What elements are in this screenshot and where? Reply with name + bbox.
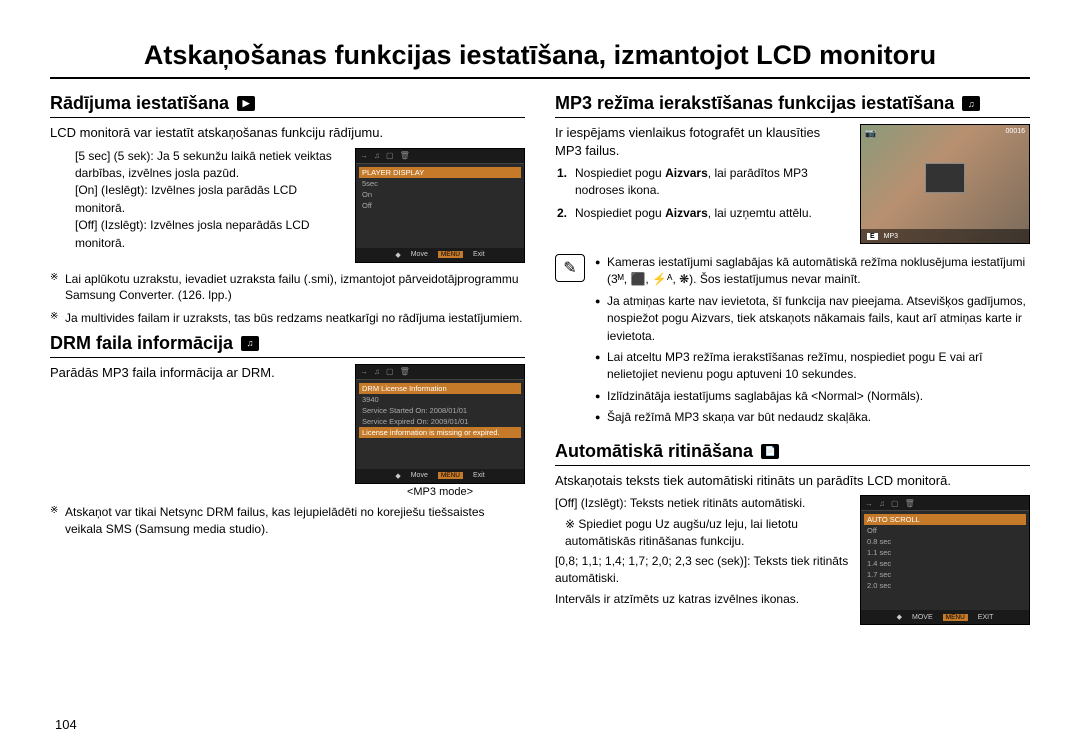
- display-note: Lai aplūkotu uzrakstu, ievadiet uzraksta…: [65, 271, 525, 305]
- lcd-move: MOVE: [912, 614, 933, 621]
- auto-row: [Off] (Izslēgt): Teksts netiek ritināts …: [555, 495, 850, 512]
- auto-row: Intervāls ir atzīmēts uz katras izvēlnes…: [555, 591, 850, 608]
- drm-note: Atskaņot var tikai Netsync DRM failus, k…: [65, 504, 525, 538]
- page-title: Atskaņošanas funkcijas iestatīšana, izma…: [50, 40, 1030, 79]
- setting-row: [Off] (Izslēgt): Izvēlnes josla neparādā…: [75, 217, 345, 252]
- lcd-row: 5sec: [362, 178, 518, 189]
- lcd-row: PLAYER DISPLAY: [359, 167, 521, 178]
- mp3rec-intro: Ir iespējams vienlaikus fotografēt un kl…: [555, 124, 848, 159]
- lcd-row: Off: [867, 525, 1023, 536]
- auto-row: ※ Spiediet pogu Uz augšu/uz leju, lai li…: [555, 516, 850, 550]
- lcd-row: 1.1 sec: [867, 547, 1023, 558]
- step-text: Nospiediet pogu: [575, 206, 665, 220]
- lcd-row: 2.0 sec: [867, 580, 1023, 591]
- step-text: Nospiediet pogu: [575, 166, 665, 180]
- music-icon: ♫: [241, 336, 259, 351]
- note-icon: ✎: [555, 254, 585, 282]
- section-display-label: Rādījuma iestatīšana: [50, 93, 229, 114]
- info-text: (3ᴹ, ⬛, ⚡ᴬ, ❋). Šos iestatījumus nevar m…: [607, 272, 861, 286]
- display-settings: [5 sec] (5 sek): Ja 5 sekunžu laikā neti…: [50, 148, 345, 263]
- info-bullet: Lai atceltu MP3 režīma ierakstīšanas rež…: [595, 349, 1030, 384]
- lcd-exit: Exit: [473, 472, 485, 479]
- lcd-row: AUTO SCROLL: [864, 514, 1026, 525]
- step-text: , lai uzņemtu attēlu.: [708, 206, 812, 220]
- step-bold: Aizvars: [665, 166, 708, 180]
- step-item: 2. Nospiediet pogu Aizvars, lai uzņemtu …: [575, 205, 848, 222]
- section-autoscroll-title: Automātiskā ritināšana 📄: [555, 441, 1030, 466]
- section-mp3rec-title: MP3 režīma ierakstīšanas funkcijas iesta…: [555, 93, 1030, 118]
- lcd-exit: Exit: [473, 251, 485, 258]
- lcd-menu: MENU: [438, 472, 463, 479]
- auto-row: [0,8; 1,1; 1,4; 1,7; 2,0; 2,3 sec (sek)]…: [555, 553, 850, 587]
- sample-photo: 📷 00016 E MP3: [860, 124, 1030, 244]
- info-bullet: Šajā režīmā MP3 skaņa var būt nedaudz sk…: [595, 409, 1030, 426]
- step-item: 1. Nospiediet pogu Aizvars, lai parādīto…: [575, 165, 848, 199]
- lcd-menu: MENU: [438, 251, 463, 258]
- right-column: MP3 režīma ierakstīšanas funkcijas iesta…: [555, 93, 1030, 625]
- photo-counter: 00016: [1006, 128, 1025, 135]
- badge-mp3: MP3: [884, 233, 898, 240]
- music-icon: ♫: [962, 96, 980, 111]
- lcd-move: Move: [411, 472, 428, 479]
- lcd-player-display: →♫▢🗑 PLAYER DISPLAY 5sec On Off ◆ Move M…: [355, 148, 525, 263]
- lcd-row: 0.8 sec: [867, 536, 1023, 547]
- badge-e: E: [867, 233, 878, 240]
- display-note: Ja multivides failam ir uzraksts, tas bū…: [65, 310, 525, 327]
- info-bullet: Kameras iestatījumi saglabājas kā automā…: [595, 254, 1030, 289]
- section-display-title: Rādījuma iestatīšana ▶: [50, 93, 525, 118]
- lcd-row: DRM License Information: [359, 383, 521, 394]
- lcd-row: 1.7 sec: [867, 569, 1023, 580]
- lcd-row: On: [362, 189, 518, 200]
- lcd-exit: EXIT: [978, 614, 994, 621]
- drm-caption: <MP3 mode>: [355, 486, 525, 498]
- lcd-menu: MENU: [943, 614, 968, 621]
- left-column: Rādījuma iestatīšana ▶ LCD monitorā var …: [50, 93, 525, 625]
- step-bold: Aizvars: [665, 206, 708, 220]
- info-bullet: Ja atmiņas karte nav ievietota, šī funkc…: [595, 293, 1030, 345]
- step-num: 2.: [557, 205, 567, 222]
- display-icon: ▶: [237, 96, 255, 111]
- drm-intro: Parādās MP3 faila informācija ar DRM.: [50, 364, 340, 382]
- section-drm-title: DRM faila informācija ♫: [50, 333, 525, 358]
- section-autoscroll-label: Automātiskā ritināšana: [555, 441, 753, 462]
- display-intro: LCD monitorā var iestatīt atskaņošanas f…: [50, 124, 525, 142]
- lcd-autoscroll: →♫▢🗑 AUTO SCROLL Off 0.8 sec 1.1 sec 1.4…: [860, 495, 1030, 625]
- section-drm-label: DRM faila informācija: [50, 333, 233, 354]
- setting-row: [5 sec] (5 sek): Ja 5 sekunžu laikā neti…: [75, 148, 345, 183]
- info-bullet: Izlīdzinātāja iestatījums saglabājas kā …: [595, 388, 1030, 405]
- text-icon: 📄: [761, 444, 779, 459]
- lcd-row: Service Started On: 2008/01/01: [362, 405, 518, 416]
- lcd-row: Service Expired On: 2009/01/01: [362, 416, 518, 427]
- section-mp3rec-label: MP3 režīma ierakstīšanas funkcijas iesta…: [555, 93, 954, 114]
- camera-icon: [925, 163, 965, 193]
- setting-row: [On] (Ieslēgt): Izvēlnes josla parādās L…: [75, 182, 345, 217]
- lcd-move: Move: [411, 251, 428, 258]
- lcd-row: License information is missing or expire…: [359, 427, 521, 438]
- lcd-row: 3940: [362, 394, 518, 405]
- page-number: 104: [55, 717, 77, 732]
- lcd-drm: →♫▢🗑 DRM License Information 3940 Servic…: [355, 364, 525, 484]
- lcd-row: 1.4 sec: [867, 558, 1023, 569]
- info-text: Kameras iestatījumi saglabājas kā automā…: [607, 255, 1025, 269]
- autoscroll-intro: Atskaņotais teksts tiek automātiski riti…: [555, 472, 1030, 490]
- lcd-row: Off: [362, 200, 518, 211]
- step-num: 1.: [557, 165, 567, 182]
